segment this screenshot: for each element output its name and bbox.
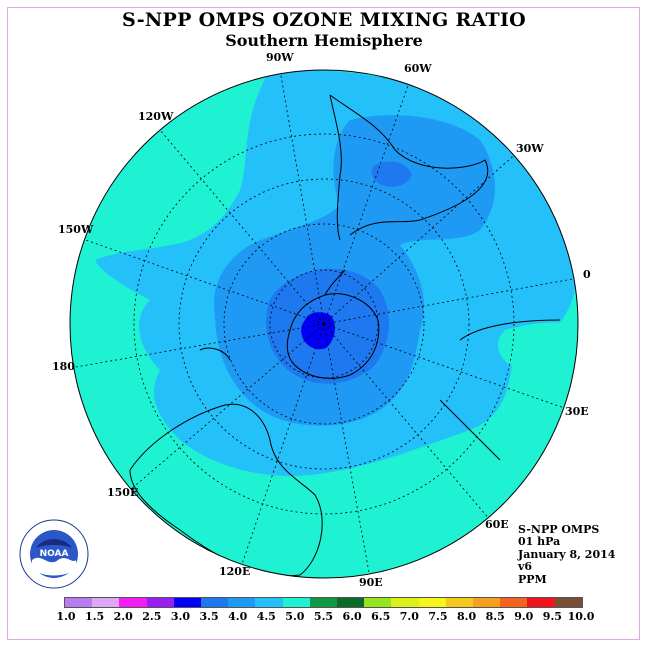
colorbar-tick-label: 10.0: [567, 610, 595, 623]
info-units: PPM: [518, 572, 547, 586]
colorbar-tick-label: 7.0: [399, 610, 419, 623]
colorbar: [64, 597, 583, 608]
colorbar-segment: [554, 598, 582, 607]
colorbar-segment: [255, 598, 283, 607]
colorbar-tick-label: 4.0: [228, 610, 248, 623]
colorbar-segment: [282, 598, 310, 607]
latitude-circles: [133, 133, 515, 515]
ozone-field: [70, 70, 578, 578]
colorbar-ticks: 1.0 1.5 2.0 2.5 3.0 3.5 4.0 4.5 5.0 5.5 6.0 6.5 7.0 7…: [0, 610, 648, 624]
lon-label-120e: 120E: [219, 565, 251, 578]
colorbar-tick-label: 2.5: [142, 610, 162, 623]
colorbar-segment: [527, 598, 555, 607]
info-level: 01 hPa: [518, 535, 561, 549]
colorbar-segment: [473, 598, 501, 607]
lon-label-90e: 90E: [359, 576, 383, 589]
info-date: January 8, 2014: [518, 547, 616, 561]
lon-label-180: 180: [52, 360, 75, 373]
colorbar-segment: [309, 598, 338, 607]
lon-label-120w: 120W: [138, 110, 174, 123]
noaa-logo: NOAA: [19, 519, 89, 589]
lon-label-30w: 30W: [516, 142, 544, 155]
colorbar-segment: [92, 598, 120, 607]
coastlines: [129, 94, 561, 577]
colorbar-segment: [228, 598, 256, 607]
colorbar-tick-label: 3.0: [170, 610, 191, 623]
lon-label-150e: 150E: [107, 486, 139, 499]
lon-label-60e: 60E: [485, 518, 509, 531]
meridians: [70, 70, 578, 578]
colorbar-tick-label: 9.0: [514, 610, 534, 623]
colorbar-segment: [65, 598, 93, 607]
colorbar-tick-label: 1.5: [85, 610, 105, 623]
lon-label-90w: 90W: [266, 51, 294, 64]
info-block: S-NPP OMPS 01 hPa January 8, 2014 v6 PPM: [518, 523, 616, 586]
colorbar-tick-label: 7.5: [428, 610, 448, 623]
colorbar-segment: [201, 598, 229, 607]
lon-label-0: 0: [583, 268, 591, 281]
map-subtitle: Southern Hemisphere: [225, 31, 423, 50]
colorbar-tick-label: 6.5: [371, 610, 391, 623]
colorbar-tick-label: 6.0: [342, 610, 362, 623]
colorbar-tick-label: 9.5: [542, 610, 562, 623]
colorbar-tick-label: 8.0: [456, 610, 477, 623]
logo-text: NOAA: [40, 549, 69, 559]
colorbar-segment: [445, 598, 474, 607]
info-version: v6: [518, 560, 533, 574]
colorbar-tick-label: 5.0: [285, 610, 305, 623]
field-4.5-5.0-east: [498, 322, 578, 400]
info-instrument: S-NPP OMPS: [518, 523, 600, 536]
colorbar-segment: [146, 598, 174, 607]
colorbar-segment: [418, 598, 446, 607]
colorbar-segment: [173, 598, 202, 607]
colorbar-segment: [364, 598, 392, 607]
colorbar-tick-label: 8.5: [485, 610, 505, 623]
field-3.0-3.5-ne: [371, 161, 412, 187]
colorbar-tick-label: 5.5: [313, 610, 334, 623]
colorbar-segment: [337, 598, 365, 607]
map-title: S-NPP OMPS OZONE MIXING RATIO: [121, 9, 527, 31]
lon-label-30e: 30E: [565, 405, 589, 418]
figure-frame: [7, 7, 640, 640]
lon-label-150w: 150W: [58, 223, 94, 236]
colorbar-tick-label: 1.0: [56, 610, 76, 623]
colorbar-segment: [500, 598, 528, 607]
colorbar-tick-label: 4.5: [256, 610, 276, 623]
colorbar-tick-label: 2.0: [113, 610, 133, 623]
map-boundary: [69, 69, 579, 579]
colorbar-segment: [119, 598, 147, 607]
colorbar-segment: [391, 598, 419, 607]
lon-label-60w: 60W: [404, 62, 432, 75]
colorbar-tick-label: 3.5: [199, 610, 219, 623]
